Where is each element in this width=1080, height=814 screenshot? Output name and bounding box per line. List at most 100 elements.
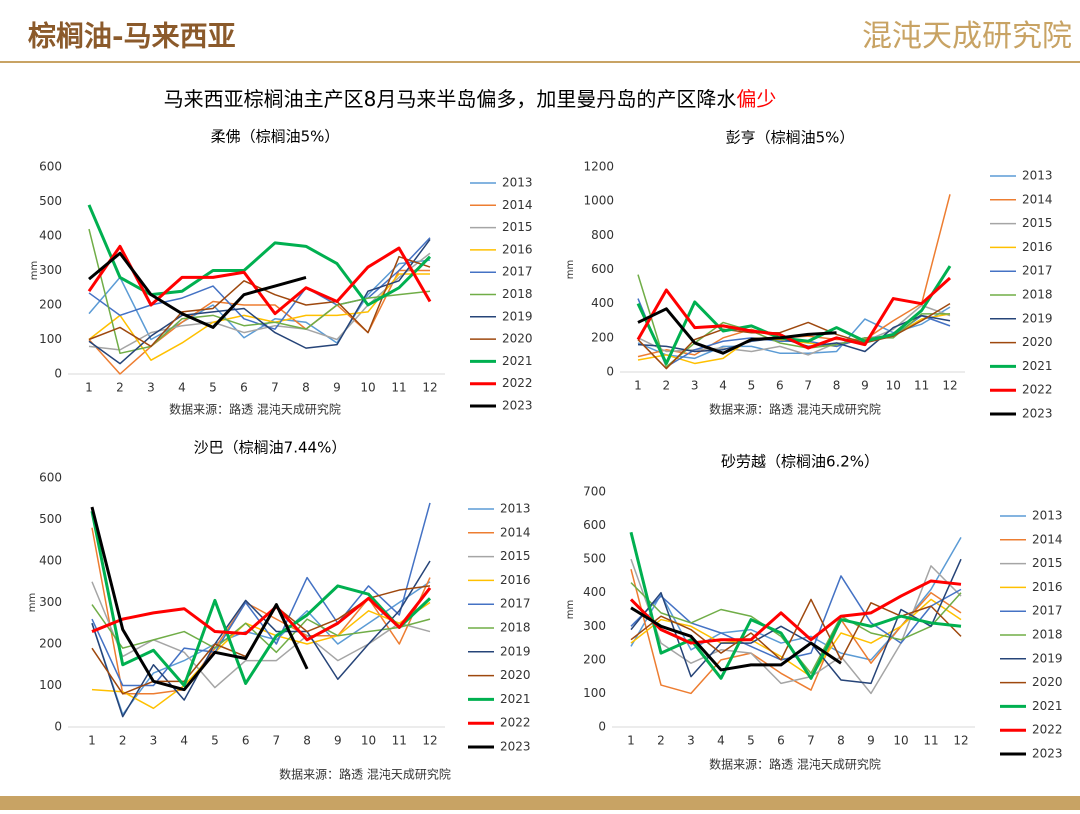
source-note: 数据来源：路透 混沌天成研究院	[709, 402, 881, 417]
y-tick-label: 800	[591, 228, 614, 242]
x-tick-label: 9	[861, 379, 869, 393]
y-tick-label: 300	[39, 595, 62, 609]
x-tick-label: 6	[777, 734, 785, 748]
chart-title: 沙巴（棕榈油7.44%）	[194, 439, 347, 457]
x-tick-label: 2	[116, 381, 124, 395]
source-note: 数据来源：路透 混沌天成研究院	[279, 767, 451, 782]
x-tick-label: 9	[334, 734, 342, 748]
x-tick-label: 6	[240, 381, 248, 395]
legend-label: 2020	[502, 332, 533, 346]
x-tick-label: 1	[634, 379, 642, 393]
x-tick-label: 11	[391, 381, 406, 395]
x-tick-label: 4	[719, 379, 727, 393]
headline-highlight: 偏少	[736, 87, 776, 111]
y-tick-label: 0	[54, 720, 62, 734]
y-tick-label: 100	[39, 678, 62, 692]
series-line	[637, 307, 837, 355]
series-line	[87, 204, 432, 307]
x-tick-label: 1	[88, 734, 96, 748]
y-tick-label: 300	[39, 263, 62, 277]
legend-label: 2018	[502, 287, 533, 301]
legend-label: 2023	[1022, 407, 1053, 421]
y-tick-label: 400	[591, 296, 614, 310]
x-tick-label: 5	[209, 381, 217, 395]
legend-label: 2013	[500, 502, 531, 516]
legend-label: 2013	[502, 176, 533, 190]
y-tick-label: 100	[39, 332, 62, 346]
legend-label: 2021	[500, 692, 531, 706]
legend-label: 2017	[502, 265, 533, 279]
series-line	[91, 527, 431, 695]
chart-title: 彭亨（棕榈油5%）	[726, 129, 855, 147]
legend-label: 2020	[1022, 335, 1053, 349]
legend-label: 2020	[500, 668, 531, 682]
x-tick-label: 9	[333, 381, 341, 395]
x-tick-label: 6	[776, 379, 784, 393]
y-tick-label: 0	[54, 367, 62, 381]
chart-title: 柔佛（棕榈油5%）	[211, 128, 340, 146]
y-tick-label: 600	[39, 160, 62, 174]
legend-label: 2021	[1022, 359, 1053, 373]
x-tick-label: 8	[833, 379, 841, 393]
y-tick-label: 600	[583, 518, 606, 532]
series-line	[88, 269, 430, 375]
x-tick-label: 4	[717, 734, 725, 748]
y-tick-label: 500	[39, 512, 62, 526]
series-line	[636, 265, 952, 365]
legend-label: 2014	[1022, 192, 1053, 206]
legend-label: 2015	[1022, 216, 1053, 230]
x-tick-label: 11	[914, 379, 929, 393]
x-tick-label: 10	[361, 734, 376, 748]
series-line	[91, 502, 431, 687]
y-tick-label: 600	[39, 471, 62, 485]
x-tick-label: 11	[392, 734, 407, 748]
x-tick-label: 7	[804, 379, 812, 393]
y-tick-label: 300	[583, 619, 606, 633]
y-tick-label: 400	[39, 229, 62, 243]
x-tick-label: 3	[691, 379, 699, 393]
series-line	[88, 251, 307, 329]
x-tick-label: 8	[302, 381, 310, 395]
x-tick-label: 5	[748, 379, 756, 393]
legend-label: 2016	[1022, 240, 1053, 254]
x-tick-label: 12	[422, 381, 437, 395]
x-tick-label: 10	[886, 379, 901, 393]
legend-label: 2018	[1022, 288, 1053, 302]
y-tick-label: 200	[583, 652, 606, 666]
footer-bar	[0, 796, 1080, 810]
y-tick-label: 500	[583, 552, 606, 566]
y-tick-label: 200	[39, 298, 62, 312]
headline: 马来西亚棕榈油主产区8月马来半岛偏多，加里曼丹岛的产区降水偏少	[164, 87, 777, 111]
x-tick-label: 8	[303, 734, 311, 748]
x-tick-label: 9	[867, 734, 875, 748]
legend-label: 2018	[1032, 628, 1063, 642]
legend-label: 2015	[502, 220, 533, 234]
legend-label: 2016	[502, 242, 533, 256]
y-tick-label: 400	[583, 585, 606, 599]
x-tick-label: 7	[271, 381, 279, 395]
legend-label: 2013	[1032, 509, 1063, 523]
x-tick-label: 12	[953, 734, 968, 748]
y-tick-label: 1200	[583, 160, 614, 174]
x-tick-label: 5	[747, 734, 755, 748]
legend-label: 2019	[502, 309, 533, 323]
y-tick-label: 700	[583, 485, 606, 499]
legend-label: 2013	[1022, 169, 1053, 183]
legend-label: 2015	[1032, 556, 1063, 570]
y-tick-label: 200	[591, 330, 614, 344]
y-axis-label: mm	[565, 260, 576, 279]
y-axis-label: mm	[565, 600, 576, 619]
series-line	[630, 598, 962, 661]
x-tick-label: 1	[627, 734, 635, 748]
series-line	[629, 579, 962, 645]
x-tick-label: 2	[657, 734, 665, 748]
legend-label: 2022	[1032, 723, 1063, 737]
series-line	[636, 276, 952, 350]
legend-label: 2015	[500, 549, 531, 563]
y-tick-label: 100	[583, 686, 606, 700]
series-line	[87, 244, 432, 316]
legend-label: 2016	[500, 573, 531, 587]
legend-label: 2019	[1022, 311, 1053, 325]
x-tick-label: 3	[147, 381, 155, 395]
page-title: 棕榈油-马来西亚	[28, 20, 236, 53]
